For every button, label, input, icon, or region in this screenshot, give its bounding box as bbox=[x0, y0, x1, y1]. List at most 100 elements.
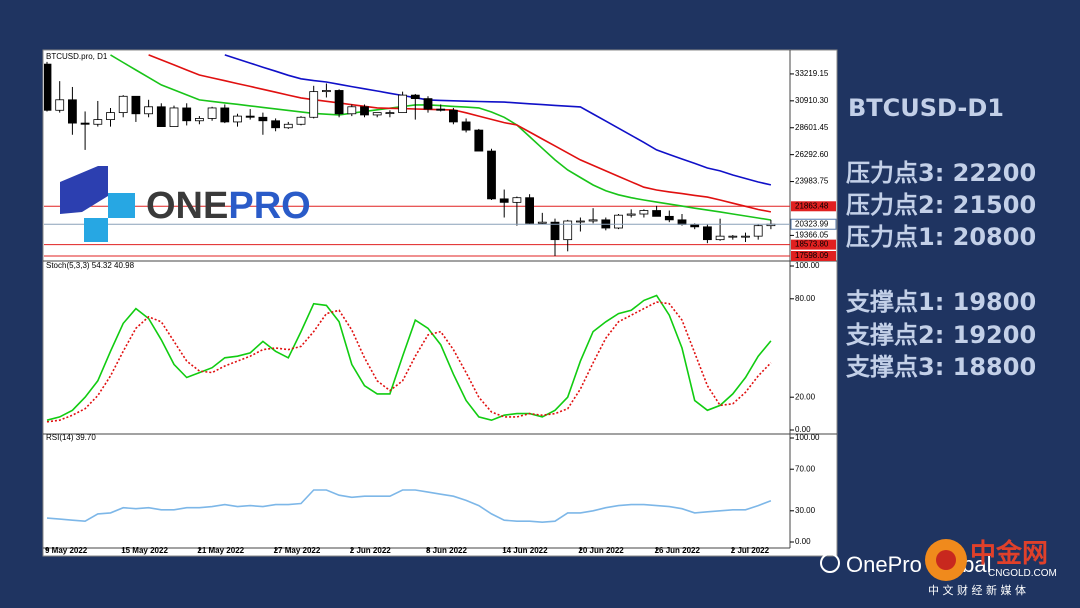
candle-body bbox=[93, 119, 103, 125]
candle-body bbox=[664, 215, 674, 221]
y-tick-label: 23983.75 bbox=[795, 177, 829, 186]
candle-body bbox=[423, 98, 433, 110]
support-level: 支撑点3: 18800 bbox=[846, 353, 1036, 381]
candle-body bbox=[233, 115, 242, 123]
candle-body bbox=[626, 213, 636, 216]
watermark-domain: CNGOLD.COM bbox=[988, 568, 1057, 579]
logo-text: ONEPRO bbox=[146, 185, 311, 227]
logo-shape bbox=[108, 193, 135, 218]
x-tick-label: 21 May 2022 bbox=[197, 546, 244, 555]
indicator-line bbox=[224, 54, 772, 186]
candle-body bbox=[550, 221, 560, 241]
y-tick-label: 100.00 bbox=[795, 261, 820, 270]
candle-body bbox=[753, 225, 763, 237]
candle-body bbox=[309, 91, 319, 118]
candle-body bbox=[271, 120, 281, 129]
level-tag bbox=[791, 251, 836, 262]
candle-body bbox=[372, 112, 382, 116]
x-tick-label: 8 Jun 2022 bbox=[426, 546, 467, 555]
level-label: 21863.48 bbox=[795, 201, 829, 210]
candle-body bbox=[220, 107, 230, 123]
indicator-line bbox=[46, 489, 772, 524]
candle-body bbox=[461, 121, 471, 131]
y-tick-label: 0.00 bbox=[795, 537, 811, 546]
resistance-level: 压力点1: 20800 bbox=[846, 223, 1036, 251]
y-tick-label: 30.00 bbox=[795, 506, 816, 515]
chart-layer: 33219.15 30910.30 28601.45 26292.60 23983.75… bbox=[44, 52, 837, 555]
x-tick-label: 2 Jun 2022 bbox=[350, 546, 391, 555]
candle-body bbox=[258, 116, 268, 122]
candle-body bbox=[118, 95, 128, 114]
last-price-label: 20323.99 bbox=[795, 219, 829, 228]
level-tag bbox=[791, 201, 836, 212]
y-tick-label: 28601.45 bbox=[795, 123, 829, 132]
y-tick-label: 33219.15 bbox=[795, 69, 829, 78]
level-label: 18573.80 bbox=[795, 240, 829, 249]
candle-body bbox=[55, 99, 65, 111]
candle-body bbox=[321, 90, 331, 93]
candle-body bbox=[410, 94, 420, 100]
logo-text-pro: PRO bbox=[228, 185, 310, 227]
plot-area bbox=[46, 294, 772, 423]
candle-body bbox=[245, 115, 255, 118]
wechat-icon bbox=[820, 553, 840, 573]
candle-body bbox=[614, 214, 623, 229]
support-level: 支撑点2: 19200 bbox=[846, 321, 1036, 349]
cngold-logo bbox=[936, 550, 956, 570]
pane-title: BTCUSD.pro, D1 bbox=[46, 52, 108, 61]
plot-area bbox=[44, 54, 790, 257]
candle-body bbox=[487, 150, 496, 200]
candle-body bbox=[144, 106, 154, 115]
candle-body bbox=[474, 129, 484, 152]
y-tick-label: 19366.05 bbox=[795, 231, 829, 240]
candle-body bbox=[347, 106, 357, 115]
pane-title: Stoch(5,3,3) 54.32 40.98 bbox=[46, 261, 135, 270]
y-tick-label: 0.00 bbox=[795, 425, 811, 434]
candle-body bbox=[169, 107, 179, 127]
candle-body bbox=[690, 224, 700, 228]
chart-panel bbox=[42, 49, 838, 557]
indicator-line bbox=[46, 301, 772, 423]
candle-body bbox=[741, 235, 750, 238]
plot-area bbox=[46, 489, 772, 524]
candle-body bbox=[360, 106, 369, 116]
y-tick-label: 80.00 bbox=[795, 294, 816, 303]
candle-body bbox=[563, 220, 573, 241]
resistance-level: 压力点3: 22200 bbox=[846, 159, 1036, 187]
candle-body bbox=[194, 118, 204, 122]
candle-body bbox=[106, 112, 115, 121]
logo-shape bbox=[84, 218, 108, 242]
x-tick-label: 15 May 2022 bbox=[121, 546, 168, 555]
candle-body bbox=[639, 210, 649, 215]
logo-text-one: ONE bbox=[146, 185, 228, 227]
candle-body bbox=[296, 116, 306, 125]
sidebar-title: BTCUSD-D1 bbox=[848, 94, 1004, 122]
x-tick-label: 9 May 2022 bbox=[45, 546, 88, 555]
y-tick-label: 70.00 bbox=[795, 464, 816, 473]
y-tick-label: 20.00 bbox=[795, 392, 816, 401]
indicator-line bbox=[46, 294, 772, 422]
y-tick-label: 100.00 bbox=[795, 433, 820, 442]
candle-body bbox=[525, 197, 534, 224]
candle-body bbox=[398, 94, 408, 114]
last-price-tag bbox=[790, 218, 837, 230]
y-tick-label: 30910.30 bbox=[795, 96, 829, 105]
candle-body bbox=[131, 95, 141, 115]
candle-body bbox=[207, 107, 217, 119]
candle-body bbox=[385, 112, 395, 115]
candle-body bbox=[68, 99, 77, 124]
candle-body bbox=[156, 106, 166, 127]
candle-body bbox=[448, 109, 458, 123]
indicator-line bbox=[148, 54, 772, 213]
level-tag bbox=[791, 239, 836, 250]
x-tick-label: 26 Jun 2022 bbox=[655, 546, 701, 555]
candle-body bbox=[436, 108, 446, 111]
candle-body bbox=[512, 197, 522, 203]
candle-body bbox=[182, 107, 192, 122]
x-tick-label: 2 Jul 2022 bbox=[731, 546, 770, 555]
resistance-level: 压力点2: 21500 bbox=[846, 191, 1036, 219]
level-label: 17598.09 bbox=[795, 251, 829, 260]
candle-body bbox=[588, 219, 598, 222]
watermark-site: 中金网 bbox=[970, 538, 1048, 569]
